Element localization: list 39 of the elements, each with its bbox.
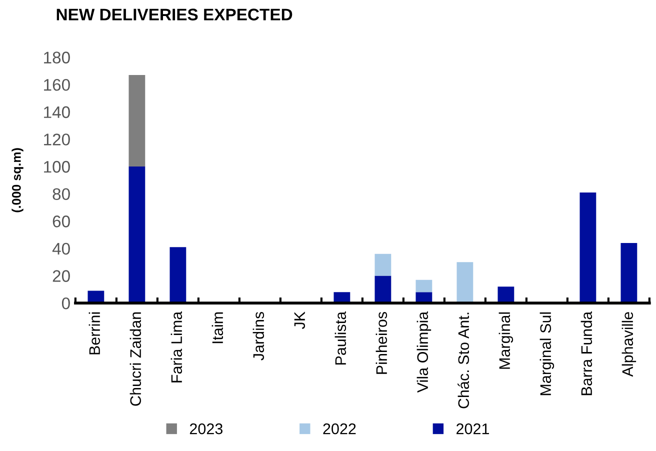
bar <box>416 280 432 292</box>
x-tick-label: Alphaville <box>622 312 636 377</box>
x-tick-label: Barra Funda <box>580 311 592 396</box>
y-tick-label: 60 <box>52 216 70 228</box>
bar <box>580 192 596 304</box>
y-tick-label: 160 <box>44 78 70 91</box>
x-tick-label: Faria Lima <box>170 311 182 382</box>
y-tick-label: 20 <box>52 270 70 282</box>
bar <box>620 242 638 304</box>
x-tick-label: Itaim <box>212 312 224 344</box>
y-tick-label: 0 <box>62 297 70 310</box>
y-axis-title: (.000 sq.m) <box>12 148 24 212</box>
legend-label: 2021 <box>456 423 489 434</box>
x-tick-label: Jardins <box>252 312 264 360</box>
y-tick-label: 80 <box>52 188 70 200</box>
x-tick-label: Berrini <box>88 312 100 354</box>
x-tick-label: Marginal Sul <box>540 312 554 396</box>
legend-label: 2022 <box>323 423 356 434</box>
x-tick-label: JK <box>294 312 306 329</box>
y-tick-label: 40 <box>52 242 70 255</box>
bar <box>374 254 392 276</box>
y-tick-label: 180 <box>44 52 70 64</box>
x-tick-label: Paulista <box>334 311 346 365</box>
x-tick-label: Pinheiros <box>376 312 388 374</box>
bar <box>170 247 186 304</box>
y-tick-label: 120 <box>44 134 70 146</box>
legend-label: 2023 <box>190 423 222 434</box>
y-tick-label: 100 <box>44 160 70 173</box>
y-tick-label: 140 <box>44 106 70 118</box>
x-tick-label: Marginal <box>498 312 514 369</box>
x-tick-label: Chác. Sto Ant. <box>458 312 470 408</box>
x-tick-label: Vila Olimpia <box>416 311 432 393</box>
bar <box>456 262 474 304</box>
bar <box>498 286 514 304</box>
chart-title: NEW DELIVERIES EXPECTED <box>56 8 292 20</box>
bar <box>128 166 146 304</box>
bar <box>374 276 392 304</box>
x-tick-label: Chucri Zaidan <box>130 312 142 406</box>
bar <box>128 75 146 167</box>
